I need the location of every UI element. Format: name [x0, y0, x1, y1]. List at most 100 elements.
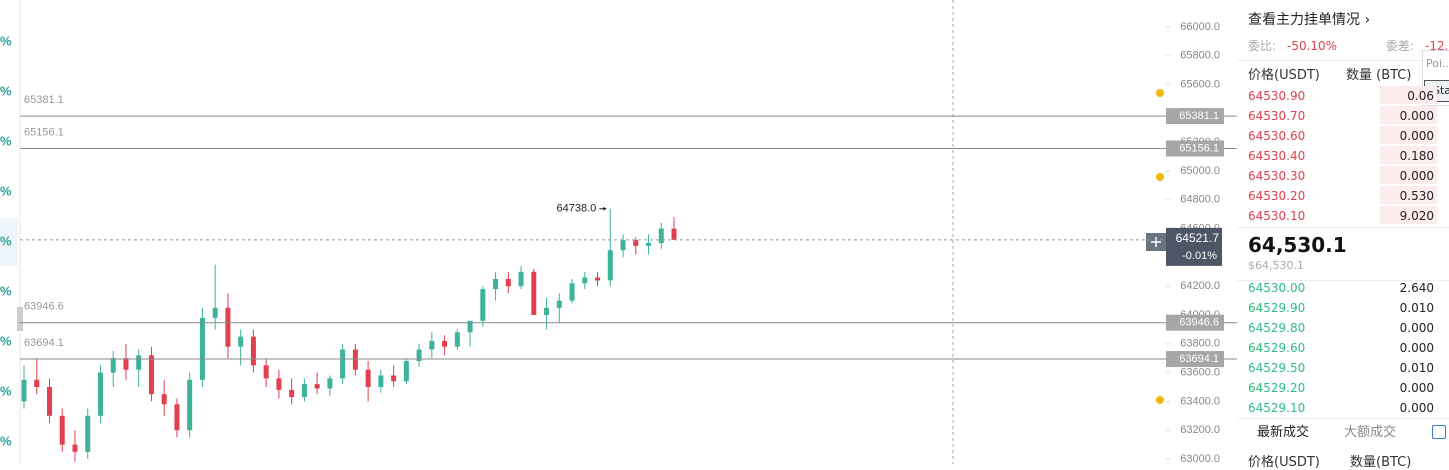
depth-bar [1380, 106, 1437, 124]
left-percent: % [0, 283, 12, 298]
left-percent: % [0, 383, 12, 398]
trades-qty-header: 数量(BTC) [1350, 455, 1412, 470]
left-percent: % [0, 333, 12, 348]
diff-label: 委差: [1386, 39, 1415, 53]
change-label: -0.01% [1182, 250, 1217, 262]
level-box-label: 63946.6 [1179, 317, 1219, 329]
candle-body [97, 372, 103, 416]
order-qty: 0.000 [1399, 321, 1434, 335]
chart-bg [0, 0, 1237, 464]
order-qty: 0.06 [1407, 89, 1434, 103]
candle-body [289, 389, 295, 398]
order-price: 64530.30 [1248, 169, 1306, 183]
candle-body [378, 375, 384, 387]
last-price: 64,530.1 [1248, 233, 1347, 257]
order-price: 64530.40 [1248, 149, 1306, 163]
main-orders-link[interactable]: 查看主力挂单情况 › [1248, 12, 1371, 28]
left-percent: % [0, 133, 12, 148]
y-tick-label: 64200.0 [1180, 280, 1220, 292]
candle-body [352, 349, 358, 370]
order-qty: 2.640 [1399, 281, 1434, 295]
candle-body [442, 340, 448, 347]
y-tick-label: 63800.0 [1180, 338, 1220, 350]
tooltip-line: Sta [1433, 84, 1449, 97]
y-tick-label: 65000.0 [1180, 165, 1220, 177]
candle-body [72, 444, 78, 452]
candle-body [34, 379, 40, 387]
candle-body [620, 240, 626, 251]
left-percent: % [0, 33, 12, 48]
trades-price-header: 价格(USDT) [1248, 455, 1320, 470]
order-price: 64530.20 [1248, 189, 1306, 203]
qty-header[interactable]: 数量 (BTC) [1346, 68, 1412, 83]
y-tick-label: 65600.0 [1180, 79, 1220, 91]
candle-body [161, 394, 167, 405]
level-box-label: 63694.1 [1179, 353, 1219, 365]
order-qty: 0.530 [1399, 189, 1434, 203]
candle-body [327, 378, 333, 389]
order-qty: 0.000 [1399, 129, 1434, 143]
candle-body [187, 379, 193, 431]
alert-dot[interactable] [1156, 89, 1164, 97]
y-tick-label: 65800.0 [1180, 50, 1220, 62]
depth-bar [1380, 166, 1437, 184]
order-price: 64530.10 [1248, 209, 1306, 223]
candle-body [582, 277, 588, 284]
divider [1237, 418, 1449, 419]
candle-body [607, 250, 613, 281]
candle-body [59, 415, 65, 445]
candle-body [314, 384, 320, 389]
last-price-box [1166, 227, 1222, 266]
candle-body [21, 379, 27, 402]
left-percent: % [0, 433, 12, 448]
depth-bar [1380, 186, 1437, 204]
order-qty: 0.010 [1399, 361, 1434, 375]
alert-dot[interactable] [1156, 396, 1164, 404]
order-price: 64529.90 [1248, 301, 1306, 315]
level-box-label: 65156.1 [1179, 142, 1219, 154]
checkbox[interactable] [1432, 425, 1446, 439]
level-box [1166, 140, 1224, 157]
depth-bar [1380, 86, 1437, 104]
level-box [1166, 351, 1224, 368]
candle-body [250, 336, 256, 366]
candle-body [595, 277, 601, 281]
ratio-label: 委比: [1248, 39, 1277, 53]
resize-handle[interactable] [17, 307, 23, 331]
candle-body [416, 349, 422, 362]
candle-body [263, 365, 269, 379]
y-tick-label: 63000.0 [1180, 453, 1220, 464]
tab[interactable]: 最新成交 [1257, 425, 1310, 440]
order-price: 64530.90 [1248, 89, 1306, 103]
order-panel: 查看主力挂单情况 › 委比: -50.10% 委差: -12. 价格(USDT)… [1237, 0, 1449, 469]
order-price: 64530.00 [1248, 281, 1306, 295]
candle-body [403, 361, 409, 382]
link-text[interactable]: 查看主力挂单情况 [1248, 12, 1360, 28]
last-price-block [1237, 227, 1449, 281]
level-label: 63694.1 [24, 337, 64, 349]
candle-body [391, 375, 397, 382]
high-annotation: 64738.0 [557, 203, 597, 215]
candle-body [671, 228, 677, 240]
divider [1237, 60, 1449, 61]
order-qty: 0.000 [1399, 109, 1434, 123]
left-percent: % [0, 83, 12, 98]
candle-body [569, 283, 575, 301]
candle-body [633, 240, 639, 246]
candle-body [276, 378, 282, 390]
candle-body [365, 369, 371, 387]
candle-body [493, 279, 499, 290]
candle-body [148, 355, 154, 395]
candle-body [123, 358, 129, 370]
candle-body [646, 243, 652, 246]
left-percent: % [0, 233, 12, 248]
tab[interactable]: 大额成交 [1344, 425, 1397, 440]
alert-dot[interactable] [1156, 173, 1164, 181]
candle-body [85, 415, 91, 452]
order-qty: 0.010 [1399, 301, 1434, 315]
chart: %%%%%%%%% 63000.0 63200.0 63400.0 63600.0 638… [0, 0, 1237, 464]
order-qty: 0.000 [1399, 381, 1434, 395]
order-price: 64529.20 [1248, 381, 1306, 395]
